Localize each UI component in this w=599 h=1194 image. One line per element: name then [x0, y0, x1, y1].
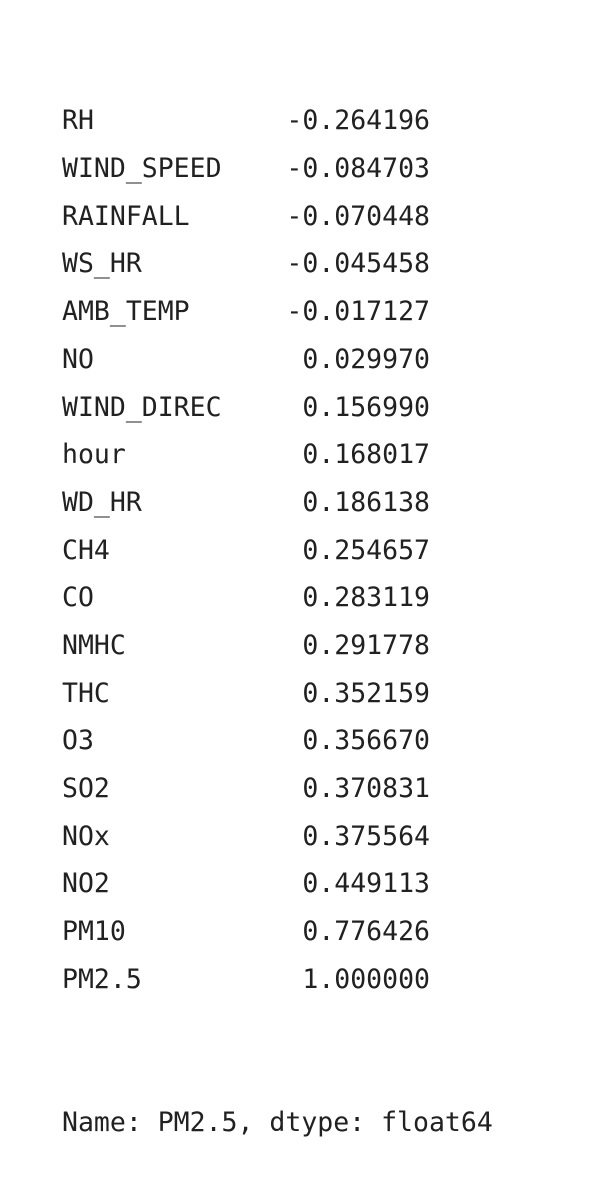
series-index-label: RAINFALL	[62, 200, 190, 232]
series-value: 1.000000	[302, 963, 430, 995]
series-row: RH -0.264196	[62, 97, 493, 145]
series-value: 0.186138	[302, 486, 430, 518]
series-output: RH -0.264196 WIND_SPEED -0.084703 RAINFALL -0…	[62, 2, 493, 1194]
series-value: 0.370831	[302, 773, 430, 805]
series-value: 0.776426	[302, 916, 430, 948]
series-value: -0.045458	[286, 248, 430, 280]
series-footer: Name: PM2.5, dtype: float64	[62, 1106, 493, 1138]
series-index-label: PM10	[62, 916, 126, 948]
series-index-label: PM2.5	[62, 963, 142, 995]
series-row: NMHC 0.291778	[62, 622, 493, 670]
series-row: WIND_DIREC 0.156990	[62, 384, 493, 432]
series-row: NOx 0.375564	[62, 813, 493, 861]
series-index-label: WD_HR	[62, 486, 142, 518]
series-index-label: AMB_TEMP	[62, 296, 190, 328]
series-row: RAINFALL -0.070448	[62, 193, 493, 241]
series-value: 0.156990	[302, 391, 430, 423]
series-value: 0.283119	[302, 582, 430, 614]
series-index-label: hour	[62, 439, 126, 471]
series-row: WD_HR 0.186138	[62, 479, 493, 527]
series-value: -0.070448	[286, 200, 430, 232]
series-row: O3 0.356670	[62, 717, 493, 765]
series-index-label: O3	[62, 725, 94, 757]
series-index-label: NOx	[62, 820, 110, 852]
series-index-label: NO2	[62, 868, 110, 900]
series-row: CO 0.283119	[62, 574, 493, 622]
series-value: 0.352159	[302, 677, 430, 709]
series-value: 0.356670	[302, 725, 430, 757]
series-index-label: CH4	[62, 534, 110, 566]
series-row: PM10 0.776426	[62, 908, 493, 956]
series-index-label: NO	[62, 343, 94, 375]
series-value: 0.168017	[302, 439, 430, 471]
series-index-label: CO	[62, 582, 94, 614]
series-index-label: THC	[62, 677, 110, 709]
series-value: -0.264196	[286, 105, 430, 137]
series-index-label: WIND_SPEED	[62, 153, 222, 185]
series-row: WIND_SPEED -0.084703	[62, 145, 493, 193]
series-value: -0.017127	[286, 296, 430, 328]
series-rows: RH -0.264196 WIND_SPEED -0.084703 RAINFALL -0…	[62, 97, 493, 1003]
series-index-label: WS_HR	[62, 248, 142, 280]
series-row: SO2 0.370831	[62, 765, 493, 813]
series-row: NO2 0.449113	[62, 860, 493, 908]
series-index-label: NMHC	[62, 629, 126, 661]
series-value: -0.084703	[286, 153, 430, 185]
series-row: CH4 0.254657	[62, 527, 493, 575]
series-index-label: WIND_DIREC	[62, 391, 222, 423]
series-row: WS_HR -0.045458	[62, 240, 493, 288]
series-row: hour 0.168017	[62, 431, 493, 479]
series-index-label: SO2	[62, 773, 110, 805]
series-value: 0.375564	[302, 820, 430, 852]
series-row: AMB_TEMP -0.017127	[62, 288, 493, 336]
series-value: 0.254657	[302, 534, 430, 566]
series-row: PM2.5 1.000000	[62, 956, 493, 1004]
series-row: THC 0.352159	[62, 670, 493, 718]
series-index-label: RH	[62, 105, 94, 137]
series-value: 0.029970	[302, 343, 430, 375]
series-value: 0.291778	[302, 629, 430, 661]
series-value: 0.449113	[302, 868, 430, 900]
series-row: NO 0.029970	[62, 336, 493, 384]
